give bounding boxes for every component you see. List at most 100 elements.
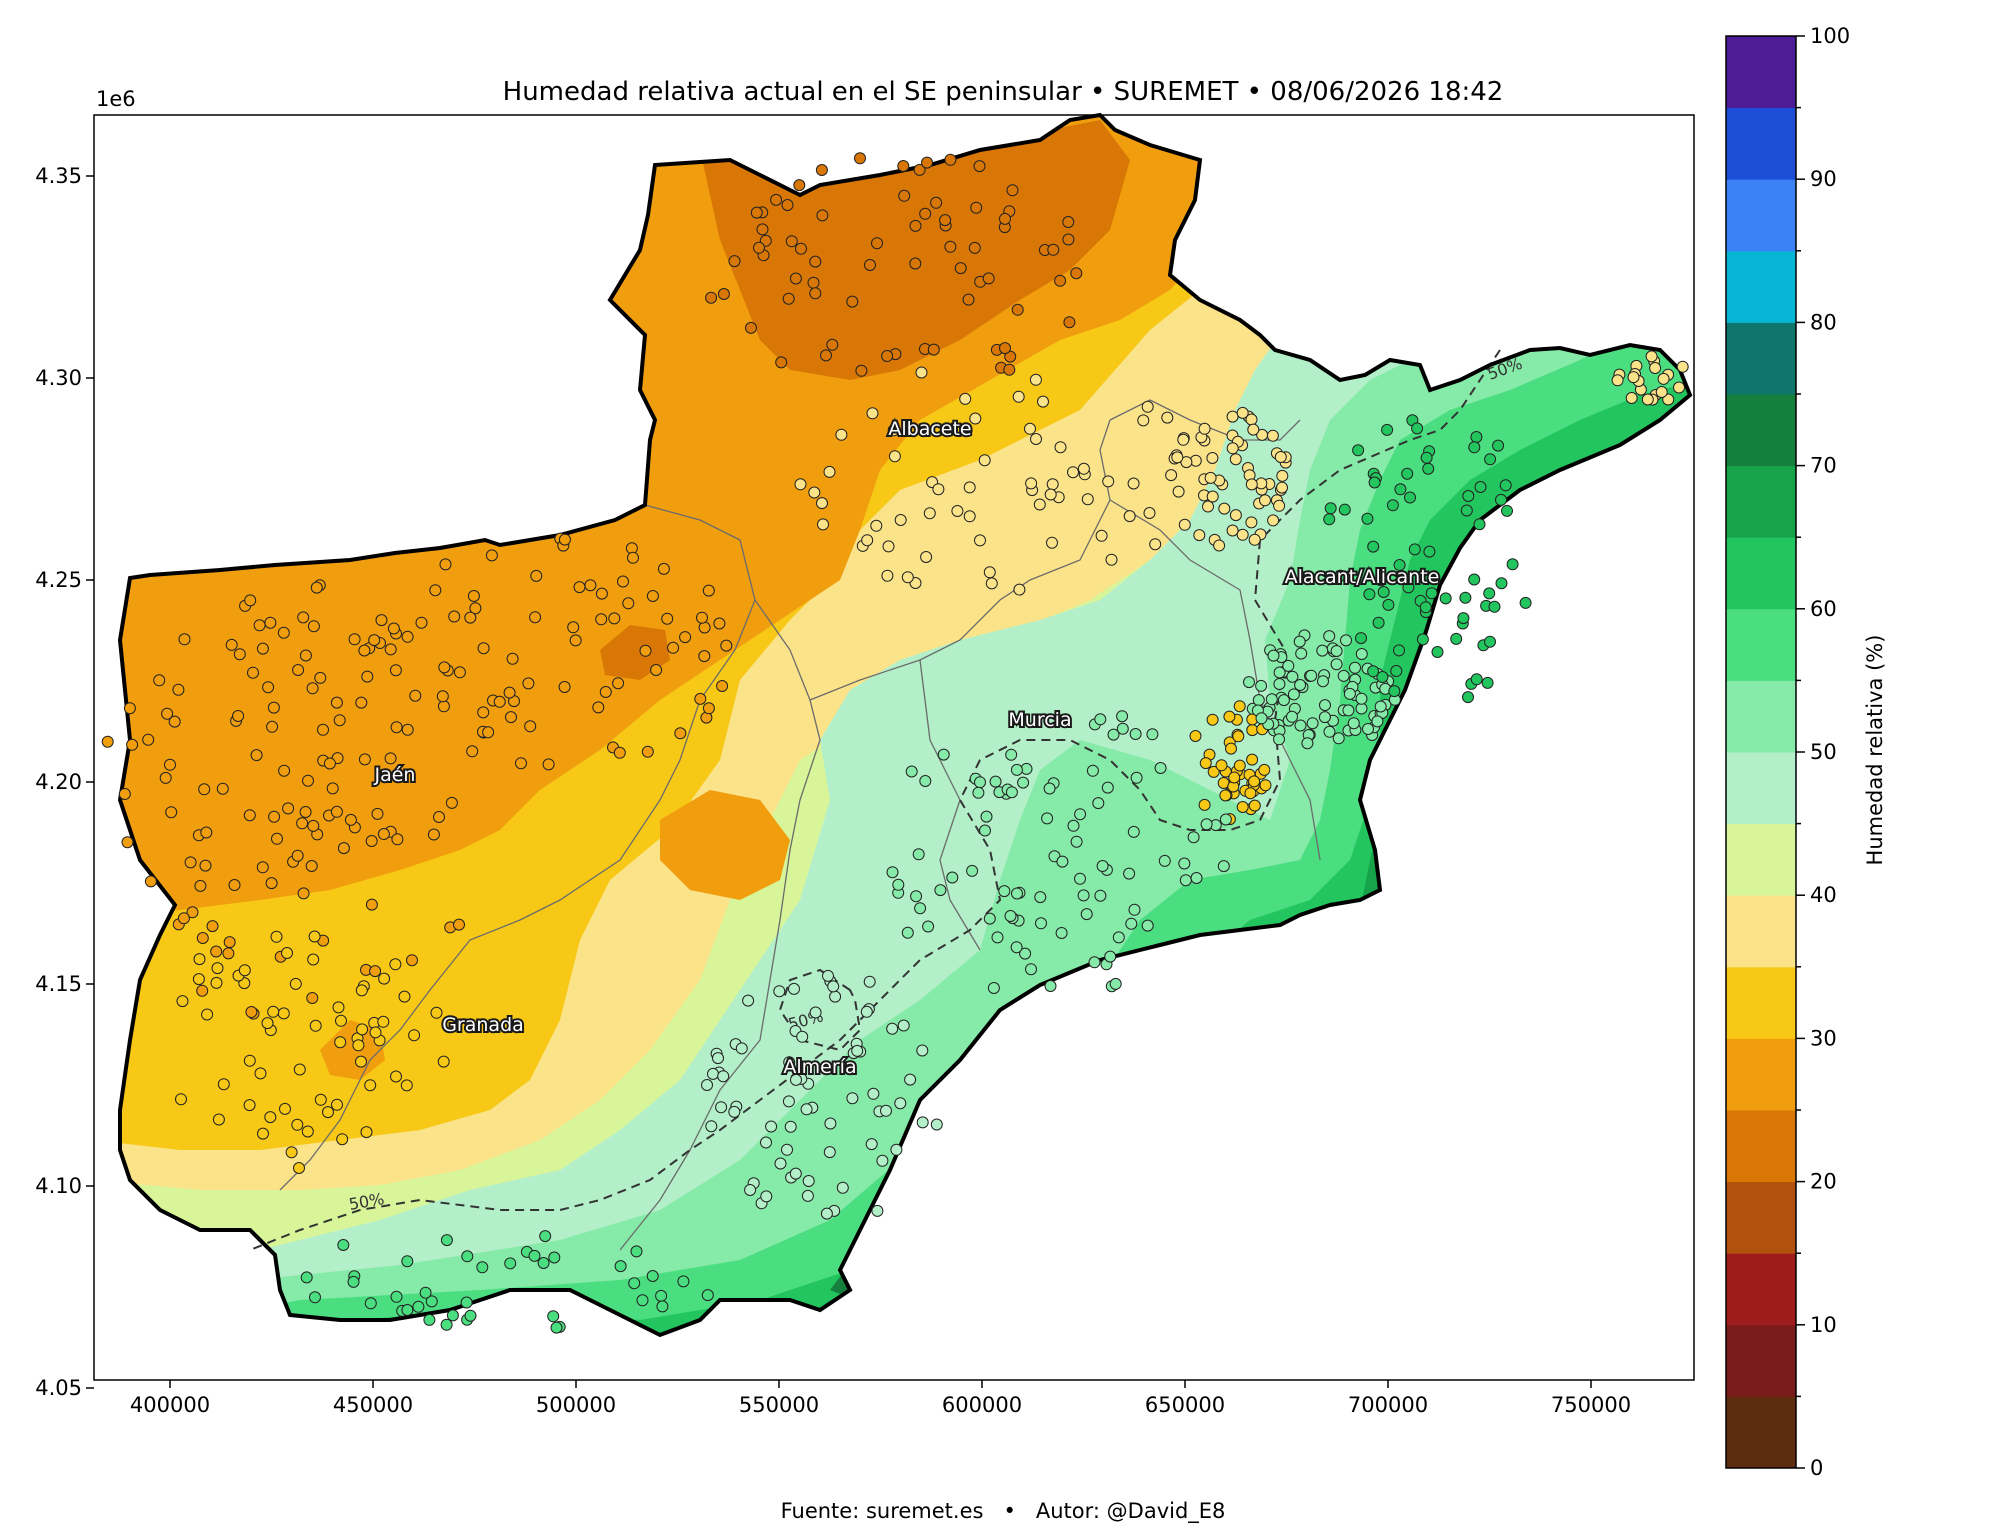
station-marker xyxy=(529,611,542,624)
station-marker xyxy=(773,985,786,998)
station-marker xyxy=(1226,410,1239,423)
station-marker xyxy=(921,156,933,169)
station-marker xyxy=(548,1251,561,1264)
station-marker xyxy=(886,1022,899,1035)
station-marker xyxy=(864,259,876,271)
station-marker xyxy=(1055,927,1068,939)
station-marker xyxy=(172,683,185,696)
station-marker xyxy=(894,1097,907,1110)
station-marker xyxy=(923,507,936,520)
station-marker xyxy=(360,1126,373,1139)
station-marker xyxy=(1363,588,1376,601)
station-marker xyxy=(989,775,1002,788)
station-marker xyxy=(788,982,800,995)
station-marker xyxy=(193,953,206,966)
station-marker xyxy=(1462,490,1475,502)
station-marker xyxy=(1165,469,1178,482)
station-marker xyxy=(1484,453,1497,466)
station-marker xyxy=(919,775,932,787)
station-marker xyxy=(477,706,490,719)
station-marker xyxy=(1316,644,1329,657)
station-marker xyxy=(628,1277,641,1290)
station-marker xyxy=(1030,433,1042,445)
station-marker xyxy=(932,483,945,496)
station-marker xyxy=(735,1042,748,1055)
station-marker xyxy=(1367,665,1380,678)
station-marker xyxy=(1460,504,1473,517)
station-marker xyxy=(1233,700,1246,713)
station-marker xyxy=(1063,316,1076,329)
station-marker xyxy=(126,738,139,751)
station-marker xyxy=(368,634,381,647)
station-marker xyxy=(277,626,290,639)
station-marker xyxy=(1247,423,1260,436)
station-marker xyxy=(939,214,952,227)
station-marker xyxy=(1422,462,1435,475)
station-marker xyxy=(1317,675,1329,688)
station-marker xyxy=(409,689,422,702)
station-marker xyxy=(999,212,1011,225)
station-marker xyxy=(1248,533,1261,546)
station-marker xyxy=(807,276,820,289)
x-tick-label: 400000 xyxy=(130,1393,210,1417)
station-marker xyxy=(892,878,905,891)
station-marker xyxy=(983,566,996,579)
station-marker xyxy=(164,758,176,771)
station-marker xyxy=(1286,710,1298,723)
station-marker xyxy=(983,912,996,925)
station-marker xyxy=(1481,676,1494,689)
station-marker xyxy=(331,1098,343,1111)
station-marker xyxy=(871,237,883,250)
station-marker xyxy=(1657,372,1670,385)
station-marker xyxy=(698,621,711,634)
station-marker xyxy=(760,1190,773,1203)
station-marker xyxy=(375,614,388,627)
station-marker xyxy=(963,481,976,494)
station-marker xyxy=(1243,676,1255,689)
station-marker xyxy=(1627,371,1640,384)
station-marker xyxy=(1154,762,1167,774)
station-marker xyxy=(1267,649,1280,662)
station-marker xyxy=(1402,581,1415,594)
city-label-murcia: Murcia xyxy=(1008,709,1071,731)
station-marker xyxy=(793,179,806,192)
station-marker xyxy=(293,1063,306,1076)
station-marker xyxy=(1655,386,1668,398)
station-marker xyxy=(348,633,361,646)
station-marker xyxy=(1190,872,1203,884)
station-marker xyxy=(867,1087,880,1100)
station-marker xyxy=(293,1162,305,1174)
station-marker xyxy=(1232,730,1245,743)
colorbar-band xyxy=(1726,322,1796,395)
station-marker xyxy=(344,813,357,826)
station-marker xyxy=(898,189,911,202)
station-marker xyxy=(599,686,612,698)
station-marker xyxy=(1080,908,1093,921)
station-marker xyxy=(558,681,571,693)
station-marker xyxy=(1334,569,1347,582)
station-marker xyxy=(1390,665,1403,677)
station-marker xyxy=(592,701,605,714)
station-marker xyxy=(1330,645,1343,657)
station-marker xyxy=(1248,775,1261,788)
station-marker xyxy=(881,569,894,582)
station-marker xyxy=(222,947,235,960)
station-marker xyxy=(946,871,959,884)
station-marker xyxy=(437,700,450,713)
station-marker xyxy=(614,1260,627,1273)
x-tick-label: 450000 xyxy=(333,1393,413,1417)
station-marker xyxy=(698,650,711,663)
station-marker xyxy=(537,1257,550,1269)
station-marker xyxy=(306,682,319,695)
station-marker xyxy=(783,1056,796,1069)
station-marker xyxy=(696,611,708,624)
station-marker xyxy=(1611,374,1624,387)
station-marker xyxy=(1005,748,1018,761)
station-marker xyxy=(790,1073,802,1086)
station-marker xyxy=(1457,612,1470,625)
station-marker xyxy=(1218,502,1231,515)
station-marker xyxy=(347,1275,360,1288)
station-marker xyxy=(1377,586,1390,598)
station-marker xyxy=(785,235,798,248)
station-marker xyxy=(646,590,659,602)
